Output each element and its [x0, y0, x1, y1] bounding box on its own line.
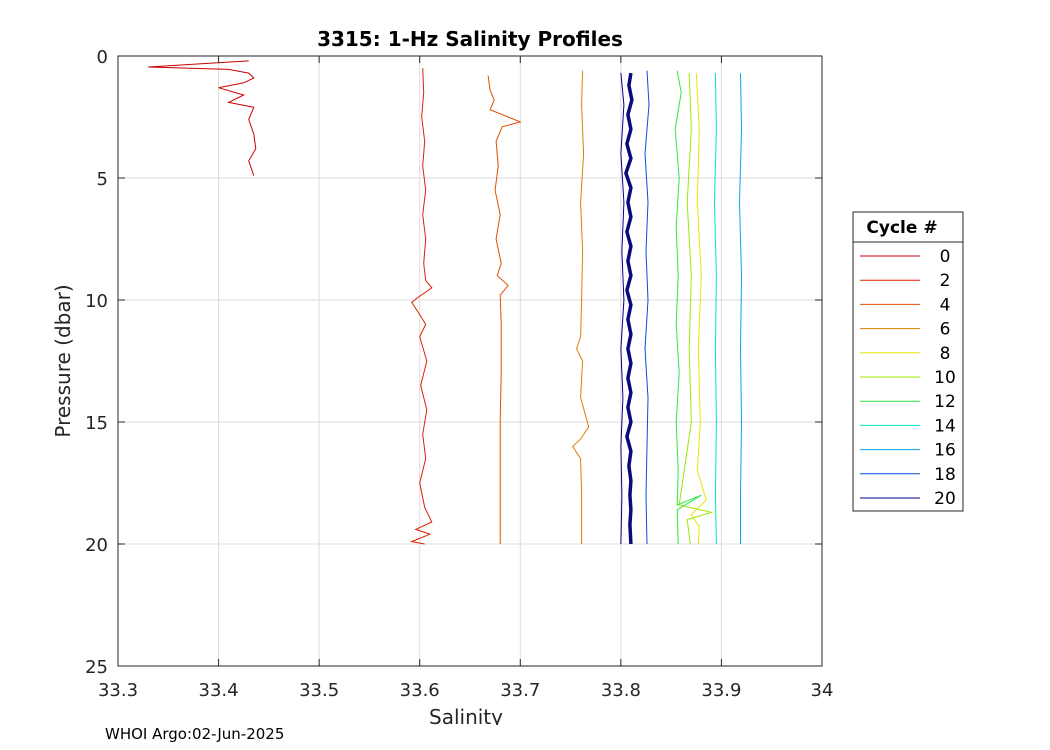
series-layer [148, 60, 743, 545]
series-line-cycle-16 [738, 73, 743, 544]
legend-label-cycle-8: 8 [940, 344, 951, 364]
legend-label-cycle-14: 14 [934, 416, 956, 436]
grid-lines [118, 56, 822, 666]
y-tick-label: 25 [85, 657, 108, 678]
series-line-cycle-18 [644, 70, 650, 545]
series-line-cycle-2 [409, 68, 433, 545]
y-axis-label: Pressure (dbar) [51, 284, 75, 437]
footer-credit: WHOI Argo:02-Jun-2025 [105, 725, 285, 743]
y-tick-label: 15 [85, 413, 108, 434]
series-line-cycle-12 [674, 70, 702, 545]
legend-label-cycle-10: 10 [934, 368, 956, 388]
x-tick-label: 33.3 [98, 680, 138, 701]
y-tick-label: 10 [85, 291, 108, 312]
legend-label-cycle-4: 4 [940, 295, 951, 315]
legend-label-cycle-16: 16 [934, 441, 956, 461]
legend-label-cycle-6: 6 [940, 320, 951, 340]
x-tick-label: 33.9 [701, 680, 741, 701]
y-tick-label: 20 [85, 535, 108, 556]
series-line-cycle-0 [148, 60, 257, 176]
legend-label-cycle-20: 20 [934, 489, 956, 509]
series-line-cycle-6 [571, 70, 590, 544]
legend-label-cycle-18: 18 [934, 465, 956, 485]
plot-background [118, 56, 822, 666]
series-line-cycle-20 [620, 73, 625, 545]
plot-frame [117, 55, 823, 667]
series-line-cycle-8 [690, 73, 707, 545]
x-tick-label: 34 [811, 680, 834, 701]
series-line-cycle-14 [713, 73, 717, 545]
x-tick-label: 33.8 [601, 680, 641, 701]
salinity-chart: 33.3 33.4 33.5 33.6 33.7 33.8 33.9 340510152025… [51, 27, 964, 725]
x-axis-label: Salinity [429, 705, 503, 725]
legend-label-cycle-12: 12 [934, 392, 956, 412]
x-tick-label: 33.6 [400, 680, 440, 701]
legend-label-cycle-0: 0 [940, 247, 951, 267]
y-tick-label: 5 [97, 169, 108, 190]
axis-ticks: 33.3 33.4 33.5 33.6 33.7 33.8 33.9 34 0 5 10 15 20 25 [85, 47, 833, 701]
chart-title: 3315: 1-Hz Salinity Profiles [317, 27, 623, 51]
x-tick-label: 33.5 [299, 680, 339, 701]
legend-label-cycle-2: 2 [940, 271, 951, 291]
y-tick-label: 0 [97, 47, 108, 68]
series-line-cycle-10 [678, 73, 714, 545]
x-tick-label: 33.4 [199, 680, 239, 701]
legend-box [852, 211, 964, 512]
series-line-highlight [624, 72, 634, 545]
series-line-cycle-4 [487, 75, 522, 544]
legend-title: Cycle # [866, 218, 937, 238]
x-tick-label: 33.7 [500, 680, 540, 701]
legend: Cycle # 0 2 4 6 8 10 12 14 16 18 20 [852, 211, 964, 512]
